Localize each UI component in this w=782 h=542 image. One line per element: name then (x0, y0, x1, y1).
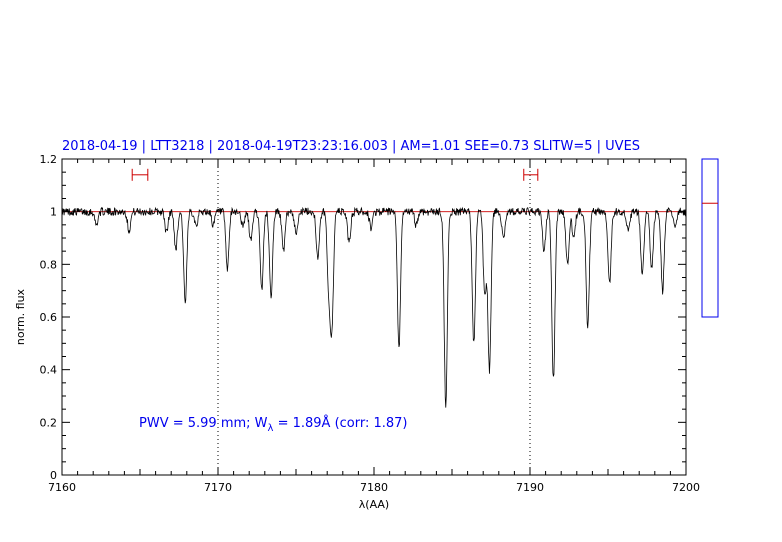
y-tick-label: 1 (50, 206, 57, 219)
y-axis-ticks: 0 0.2 0.4 0.6 0.8 1 1.2 (40, 153, 686, 482)
x-tick-label: 7190 (516, 481, 544, 494)
y-tick-label: 0.4 (40, 364, 58, 377)
annotation-subscript: λ (268, 423, 274, 434)
pwv-annotation: PWV = 5.99 mm; Wλ = 1.89Å (corr: 1.87) (139, 415, 408, 434)
x-tick-label: 7160 (48, 481, 76, 494)
x-tick-label: 7170 (204, 481, 232, 494)
x-tick-label: 7180 (360, 481, 388, 494)
x-axis-ticks: 7160 7170 7180 7190 7200 (48, 159, 700, 494)
spectrum-line (61, 206, 687, 408)
x-axis-label: λ(AA) (359, 498, 389, 511)
side-panel (701, 158, 719, 318)
annotation-prefix: PWV = 5.99 mm; W (139, 416, 268, 431)
y-tick-label: 0.6 (40, 311, 58, 324)
y-axis-label: norm. flux (14, 288, 27, 345)
y-tick-label: 0.8 (40, 258, 58, 271)
chart-title: 2018-04-19 | LTT3218 | 2018-04-19T23:23:… (62, 139, 640, 154)
y-tick-label: 0 (50, 469, 57, 482)
x-tick-label: 7200 (672, 481, 700, 494)
range-markers (131, 168, 539, 181)
y-tick-label: 0.2 (40, 416, 58, 429)
annotation-suffix: = 1.89Å (corr: 1.87) (273, 415, 407, 431)
y-tick-label: 1.2 (40, 153, 58, 166)
